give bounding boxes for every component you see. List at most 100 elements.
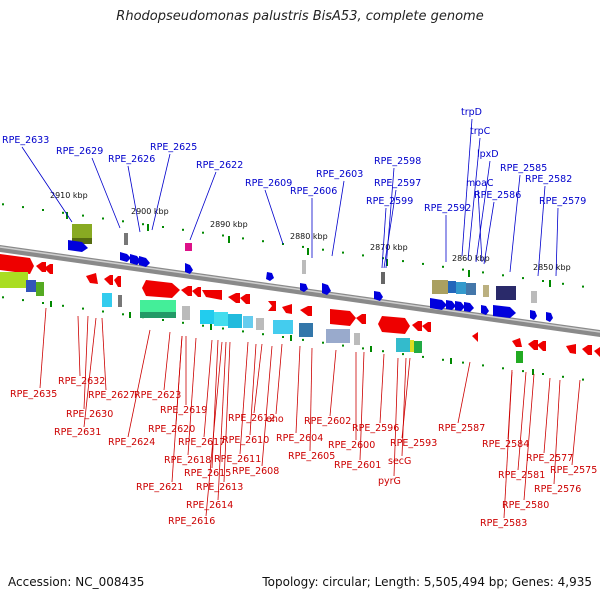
ring-dot (242, 237, 244, 240)
feature-arrow (512, 338, 522, 347)
leader-line (127, 329, 151, 438)
leader-line (383, 189, 397, 269)
feature-block (185, 243, 192, 251)
feature-arrow (582, 345, 592, 355)
ring-dot (2, 296, 4, 299)
ring-dot (282, 336, 284, 338)
gene-label: RPE_2582 (525, 174, 572, 185)
gene-label: RPE_2603 (316, 169, 363, 180)
leader-line (329, 349, 337, 417)
gene-label: RPE_2617 (178, 437, 225, 448)
feature-arrow (493, 305, 516, 318)
leader-line (163, 331, 171, 391)
ring-dot (562, 375, 564, 378)
feature-block (118, 295, 122, 307)
leader-line (203, 339, 213, 438)
ring-tick (66, 212, 68, 219)
leader-line (503, 371, 513, 519)
feature-arrow (546, 312, 553, 322)
gene-label: RPE_2616 (168, 516, 215, 527)
leader-line (553, 379, 561, 485)
gene-label: RPE_2602 (304, 416, 351, 427)
feature-arrow (44, 264, 53, 274)
feature-arrow (528, 340, 538, 350)
leader-line (151, 153, 171, 231)
leader-line (467, 137, 481, 261)
ring-dot (62, 304, 64, 307)
leader-line (253, 343, 263, 414)
gene-label: RPE_2601 (334, 460, 381, 471)
ring-dot (462, 268, 464, 271)
feature-arrow (422, 322, 431, 332)
feature-block (256, 318, 264, 330)
feature-block (516, 351, 523, 363)
gene-label: RPE_2581 (498, 470, 545, 481)
gene-label: RPE_2615 (184, 468, 231, 479)
leader-line (483, 201, 495, 265)
ring-dot (442, 358, 444, 361)
ring-dot (502, 367, 504, 370)
scale-label: 2910 kbp (50, 191, 88, 200)
map-title: Rhodopseudomonas palustris BisA53, compl… (116, 9, 484, 24)
feature-arrow (464, 302, 474, 312)
feature-arrow (240, 294, 250, 304)
scale-label: 2880 kbp (290, 232, 328, 241)
ring-dot (62, 211, 64, 214)
feature-arrow (192, 287, 201, 297)
feature-arrow (266, 272, 274, 281)
ring-tick (210, 324, 212, 330)
feature-block (124, 233, 128, 245)
leader-line (393, 357, 399, 477)
gene-label: RPE_2575 (550, 465, 597, 476)
gene-label: RPE_2600 (328, 440, 375, 451)
feature-block (381, 272, 385, 284)
feature-block (182, 306, 190, 320)
gene-label: RPE_2593 (390, 438, 437, 449)
feature-arrow (412, 321, 422, 331)
gene-label: secG (388, 456, 411, 467)
ring-dot (582, 285, 584, 288)
gene-label: RPE_2597 (374, 178, 421, 189)
feature-arrow (566, 344, 576, 354)
ring-dot (342, 344, 344, 347)
leader-line (249, 343, 257, 436)
ring-dot (22, 299, 24, 302)
leader-line (39, 307, 47, 389)
ring-dot (102, 217, 104, 220)
ring-dot (222, 234, 224, 237)
leader-line (509, 174, 521, 273)
ring-dot (402, 353, 404, 356)
feature-arrow (356, 314, 366, 324)
scale-label: 2870 kbp (370, 243, 408, 252)
feature-arrow (330, 309, 356, 326)
gene-label: lpxD (477, 149, 499, 160)
ring-dot (422, 355, 424, 358)
gene-label: RPE_2579 (539, 196, 586, 207)
feature-arrow (530, 310, 537, 320)
ring-tick (468, 270, 470, 277)
bottom-leader-lines (39, 307, 581, 519)
leader-line (379, 353, 385, 424)
ring-dot (522, 370, 524, 373)
feature-block (102, 293, 112, 307)
ring-tick (147, 224, 149, 231)
ring-dot (82, 214, 84, 217)
leader-line (187, 337, 197, 456)
leader-line (555, 207, 559, 277)
ring-dot (102, 310, 104, 313)
feature-arrow (594, 347, 600, 357)
feature-arrow (185, 263, 193, 274)
ring-tick (370, 346, 372, 352)
gene-label: RPE_2598 (374, 156, 421, 167)
ring-tick (549, 280, 551, 287)
feature-arrow (481, 305, 489, 315)
ring-dot (542, 280, 544, 282)
leader-line (127, 165, 141, 233)
gene-label: RPE_2599 (366, 196, 413, 207)
ring-dot (362, 254, 364, 257)
gene-label: RPE_2621 (136, 482, 183, 493)
